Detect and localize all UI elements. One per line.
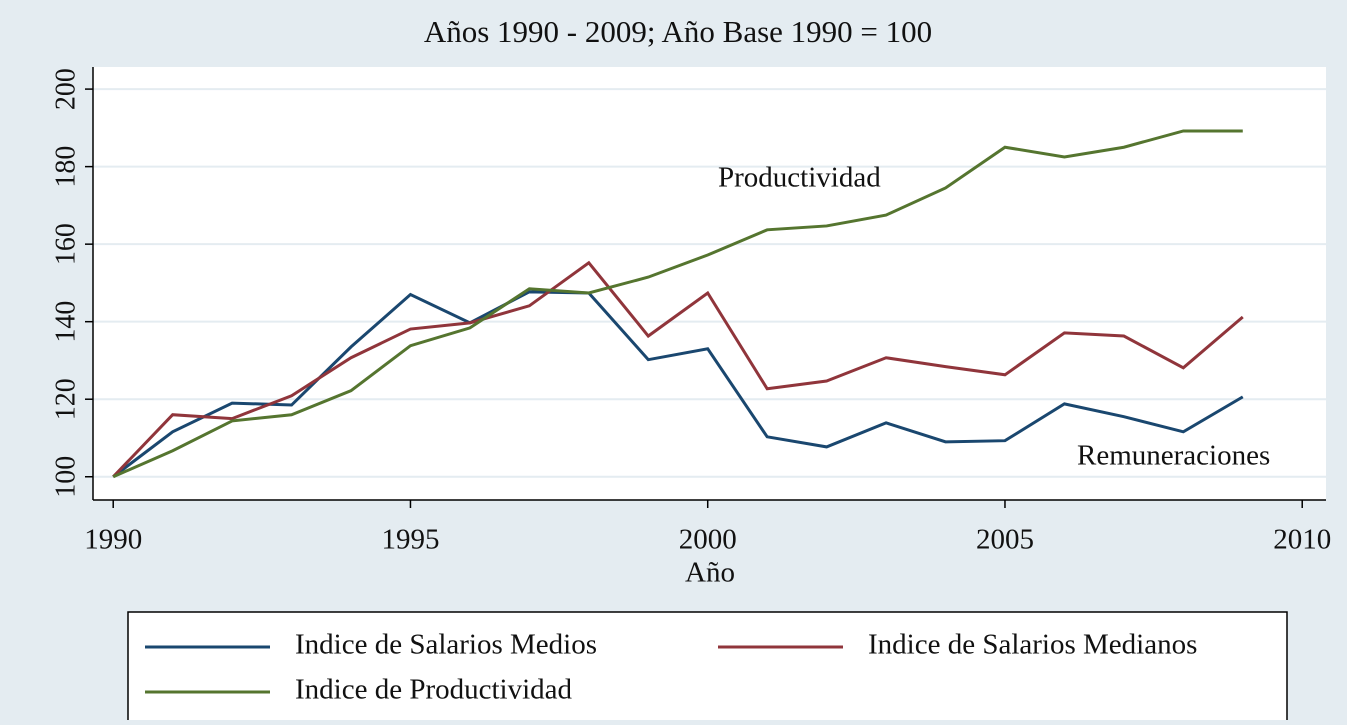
x-tick-label: 1995	[381, 524, 439, 556]
y-tick-label: 100	[50, 456, 81, 498]
plot-area	[93, 67, 1326, 500]
series-line	[112, 129, 1243, 479]
x-tick-label: 2000	[679, 524, 737, 556]
y-tick-label: 160	[50, 223, 81, 265]
annotation: Remuneraciones	[1077, 440, 1270, 472]
x-tick-label: 1990	[84, 524, 142, 556]
y-tick-label: 140	[50, 301, 81, 343]
x-tick-label: 2010	[1273, 524, 1331, 556]
legend-label: Indice de Salarios Medianos	[868, 629, 1197, 661]
series-line	[112, 260, 1244, 478]
annotation: Productividad	[718, 162, 881, 194]
chart-subtitle: Años 1990 - 2009; Año Base 1990 = 100	[424, 14, 932, 49]
y-tick-label: 120	[50, 378, 81, 420]
x-axis-label: Año	[685, 557, 735, 589]
y-tick-label: 180	[50, 146, 81, 188]
series-line	[112, 290, 1244, 478]
legend-label: Indice de Productividad	[295, 674, 573, 706]
legend	[127, 611, 1288, 725]
x-tick-label: 2005	[976, 524, 1034, 556]
y-tick-label: 200	[50, 68, 81, 110]
legend-label: Indice de Salarios Medios	[295, 629, 597, 661]
